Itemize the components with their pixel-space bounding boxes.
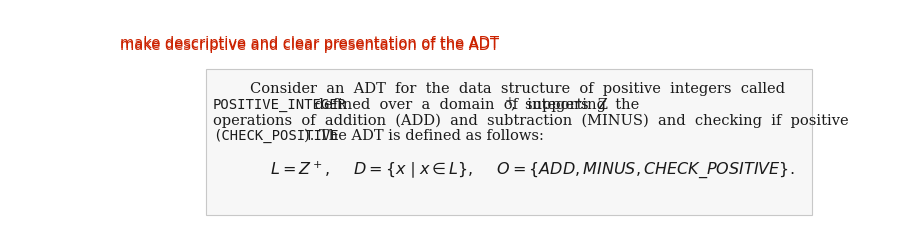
Text: (CHECK_POSITIVE: (CHECK_POSITIVE [213, 128, 338, 142]
Text: defined  over  a  domain  of  integers  Z: defined over a domain of integers Z [310, 98, 608, 112]
Text: $\mathit{L} = Z^+,$    $\mathit{D} = \{x \mid x \in L\},$    $\mathit{O} = \{ADD: $\mathit{L} = Z^+,$ $\mathit{D} = \{x \m… [270, 159, 794, 180]
Text: Consider  an  ADT  for  the  data  structure  of  positive  integers  called: Consider an ADT for the data structure o… [213, 82, 785, 96]
Text: make descriptive and clear presentation of the ADT: make descriptive and clear presentation … [120, 36, 500, 51]
Text: make descriptive and clear presentation of the ADT: make descriptive and clear presentation … [120, 38, 499, 52]
Text: ,  supporting  the: , supporting the [512, 98, 639, 112]
Text: +: + [505, 94, 515, 107]
FancyBboxPatch shape [206, 70, 812, 216]
Text: POSITIVE_INTEGER: POSITIVE_INTEGER [213, 98, 347, 112]
Text: operations  of  addition  (ADD)  and  subtraction  (MINUS)  and  checking  if  p: operations of addition (ADD) and subtrac… [213, 113, 848, 127]
Text: ). The ADT is defined as follows:: ). The ADT is defined as follows: [304, 128, 544, 142]
